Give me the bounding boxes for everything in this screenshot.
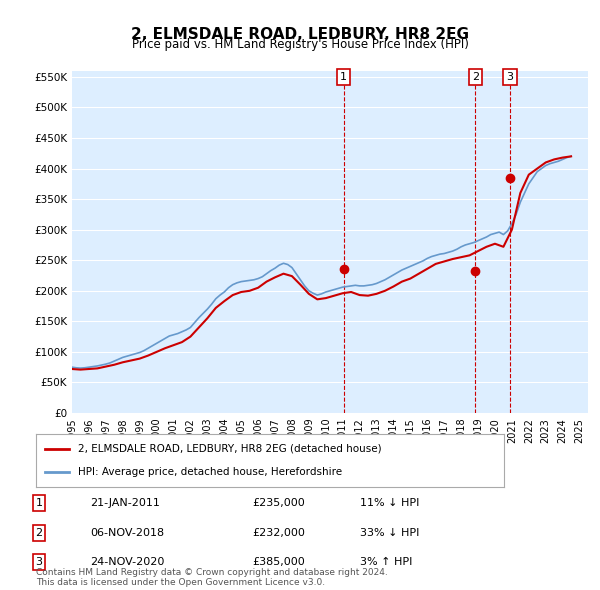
Text: 1: 1 — [35, 499, 43, 508]
Text: 24-NOV-2020: 24-NOV-2020 — [90, 558, 164, 567]
Text: 3: 3 — [506, 72, 514, 82]
Text: £232,000: £232,000 — [252, 528, 305, 537]
Text: Contains HM Land Registry data © Crown copyright and database right 2024.
This d: Contains HM Land Registry data © Crown c… — [36, 568, 388, 587]
Text: 11% ↓ HPI: 11% ↓ HPI — [360, 499, 419, 508]
Text: HPI: Average price, detached house, Herefordshire: HPI: Average price, detached house, Here… — [78, 467, 342, 477]
Text: £385,000: £385,000 — [252, 558, 305, 567]
Text: 21-JAN-2011: 21-JAN-2011 — [90, 499, 160, 508]
Text: 2: 2 — [35, 528, 43, 537]
Text: 06-NOV-2018: 06-NOV-2018 — [90, 528, 164, 537]
Text: 1: 1 — [340, 72, 347, 82]
Text: 2: 2 — [472, 72, 479, 82]
Text: 33% ↓ HPI: 33% ↓ HPI — [360, 528, 419, 537]
Text: 2, ELMSDALE ROAD, LEDBURY, HR8 2EG (detached house): 2, ELMSDALE ROAD, LEDBURY, HR8 2EG (deta… — [78, 444, 382, 454]
Text: 3: 3 — [35, 558, 43, 567]
Text: Price paid vs. HM Land Registry's House Price Index (HPI): Price paid vs. HM Land Registry's House … — [131, 38, 469, 51]
Text: 3% ↑ HPI: 3% ↑ HPI — [360, 558, 412, 567]
Text: £235,000: £235,000 — [252, 499, 305, 508]
Text: 2, ELMSDALE ROAD, LEDBURY, HR8 2EG: 2, ELMSDALE ROAD, LEDBURY, HR8 2EG — [131, 27, 469, 41]
